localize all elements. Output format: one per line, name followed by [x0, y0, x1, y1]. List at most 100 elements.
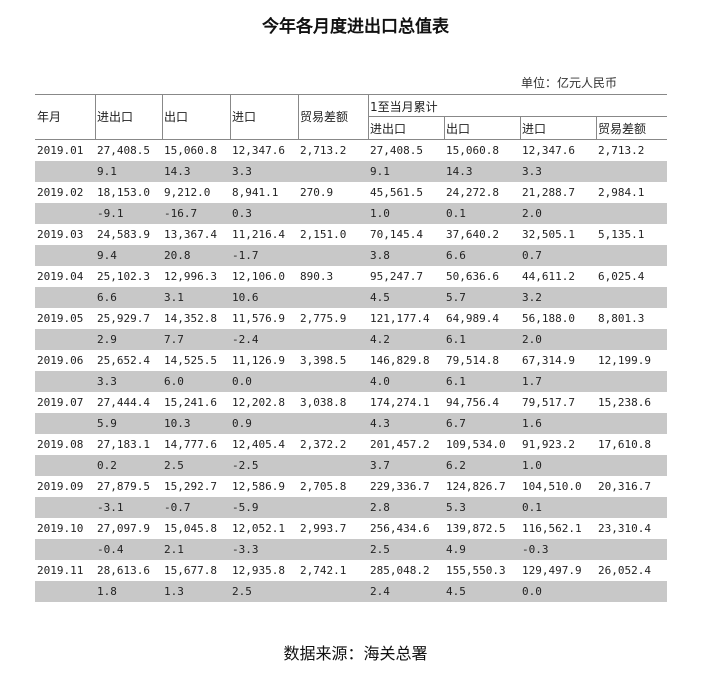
value-cell: 229,336.7	[370, 480, 430, 493]
value-cell: 12,347.6	[232, 144, 285, 157]
value-cell: 8,801.3	[598, 312, 645, 325]
growth-cell: 0.7	[522, 249, 542, 262]
value-cell: 50,636.6	[446, 270, 499, 283]
value-cell: 91,923.2	[522, 438, 575, 451]
value-cell: 17,610.8	[598, 438, 651, 451]
month-cell: 2019.03	[37, 228, 84, 241]
value-cell: 28,613.6	[97, 564, 150, 577]
growth-cell: 2.4	[370, 585, 390, 598]
header-cum-import: 进口	[522, 122, 547, 136]
value-cell: 79,514.8	[446, 354, 499, 367]
table-row: 2019.07 27,444.4 15,241.6 12,202.8 3,038.8 17…	[35, 392, 667, 413]
growth-cell: 2.9	[97, 333, 117, 346]
growth-cell: 6.6	[97, 291, 117, 304]
value-cell: 270.9	[300, 186, 334, 199]
growth-cell: 2.0	[522, 207, 542, 220]
value-cell: 104,510.0	[522, 480, 582, 493]
value-cell: 116,562.1	[522, 522, 582, 535]
table-row: 2019.03 24,583.9 13,367.4 11,216.4 2,151.0 70…	[35, 224, 667, 245]
growth-cell: 1.6	[522, 417, 542, 430]
growth-cell: 2.5	[232, 585, 252, 598]
value-cell: 27,444.4	[97, 396, 150, 409]
page-title: 今年各月度进出口总值表	[262, 17, 449, 37]
growth-cell: 5.3	[446, 501, 466, 514]
value-cell: 2,993.7	[300, 522, 347, 535]
header-balance: 贸易差额	[300, 110, 349, 124]
growth-row: 3.3 6.0 0.0 4.0 6.1 1.7	[35, 371, 667, 392]
growth-row: -0.4 2.1 -3.3 2.5 4.9 -0.3	[35, 539, 667, 560]
value-cell: 9,212.0	[164, 186, 211, 199]
value-cell: 201,457.2	[370, 438, 430, 451]
growth-cell: -0.3	[522, 543, 549, 556]
growth-cell: -2.5	[232, 459, 259, 472]
value-cell: 24,583.9	[97, 228, 150, 241]
growth-cell: -3.3	[232, 543, 259, 556]
value-cell: 2,705.8	[300, 480, 347, 493]
value-cell: 20,316.7	[598, 480, 651, 493]
growth-cell: 4.5	[446, 585, 466, 598]
value-cell: 14,525.5	[164, 354, 217, 367]
growth-cell: 1.3	[164, 585, 184, 598]
growth-cell: 3.8	[370, 249, 390, 262]
table-row: 2019.11 28,613.6 15,677.8 12,935.8 2,742.1 28…	[35, 560, 667, 581]
growth-cell: 14.3	[446, 165, 473, 178]
growth-cell: 2.0	[522, 333, 542, 346]
growth-cell: 6.7	[446, 417, 466, 430]
value-cell: 2,151.0	[300, 228, 347, 241]
table-row: 2019.10 27,097.9 15,045.8 12,052.1 2,993.7 25…	[35, 518, 667, 539]
growth-cell: 2.8	[370, 501, 390, 514]
value-cell: 11,576.9	[232, 312, 285, 325]
table-header: 年月 进出口 出口 进口 贸易差额 1至当月累计 进出口 出口 进口 贸易差额	[35, 94, 667, 140]
growth-row: 1.8 1.3 2.5 2.4 4.5 0.0	[35, 581, 667, 602]
growth-cell: 6.2	[446, 459, 466, 472]
value-cell: 94,756.4	[446, 396, 499, 409]
value-cell: 12,405.4	[232, 438, 285, 451]
value-cell: 146,829.8	[370, 354, 430, 367]
growth-cell: 0.2	[97, 459, 117, 472]
value-cell: 174,274.1	[370, 396, 430, 409]
value-cell: 2,713.2	[598, 144, 645, 157]
value-cell: 285,048.2	[370, 564, 430, 577]
value-cell: 12,996.3	[164, 270, 217, 283]
table-body: 2019.01 27,408.5 15,060.8 12,347.6 2,713.2 27…	[35, 140, 667, 602]
value-cell: 14,777.6	[164, 438, 217, 451]
value-cell: 2,775.9	[300, 312, 347, 325]
value-cell: 129,497.9	[522, 564, 582, 577]
growth-cell: 7.7	[164, 333, 184, 346]
data-source: 数据来源：海关总署	[283, 644, 428, 663]
growth-cell: 3.3	[232, 165, 252, 178]
value-cell: 155,550.3	[446, 564, 506, 577]
growth-cell: 3.3	[97, 375, 117, 388]
value-cell: 2,713.2	[300, 144, 347, 157]
growth-cell: -2.4	[232, 333, 259, 346]
growth-cell: 0.3	[232, 207, 252, 220]
value-cell: 256,434.6	[370, 522, 430, 535]
value-cell: 890.3	[300, 270, 334, 283]
table-row: 2019.02 18,153.0 9,212.0 8,941.1 270.9 45,561…	[35, 182, 667, 203]
header-cum-export: 出口	[446, 122, 471, 136]
growth-cell: 4.3	[370, 417, 390, 430]
growth-row: 0.2 2.5 -2.5 3.7 6.2 1.0	[35, 455, 667, 476]
value-cell: 109,534.0	[446, 438, 506, 451]
value-cell: 12,106.0	[232, 270, 285, 283]
growth-cell: 4.2	[370, 333, 390, 346]
growth-cell: 2.1	[164, 543, 184, 556]
value-cell: 79,517.7	[522, 396, 575, 409]
value-cell: 26,052.4	[598, 564, 651, 577]
growth-row: 6.6 3.1 10.6 4.5 5.7 3.2	[35, 287, 667, 308]
growth-cell: -3.1	[97, 501, 124, 514]
value-cell: 18,153.0	[97, 186, 150, 199]
growth-cell: 9.1	[370, 165, 390, 178]
month-cell: 2019.05	[37, 312, 84, 325]
header-import: 进口	[232, 110, 257, 124]
growth-cell: 0.0	[232, 375, 252, 388]
growth-cell: -1.7	[232, 249, 259, 262]
month-cell: 2019.08	[37, 438, 84, 451]
value-cell: 139,872.5	[446, 522, 506, 535]
value-cell: 6,025.4	[598, 270, 645, 283]
growth-row: 9.1 14.3 3.3 9.1 14.3 3.3	[35, 161, 667, 182]
growth-cell: 5.9	[97, 417, 117, 430]
growth-cell: 3.1	[164, 291, 184, 304]
month-cell: 2019.06	[37, 354, 84, 367]
value-cell: 95,247.7	[370, 270, 423, 283]
